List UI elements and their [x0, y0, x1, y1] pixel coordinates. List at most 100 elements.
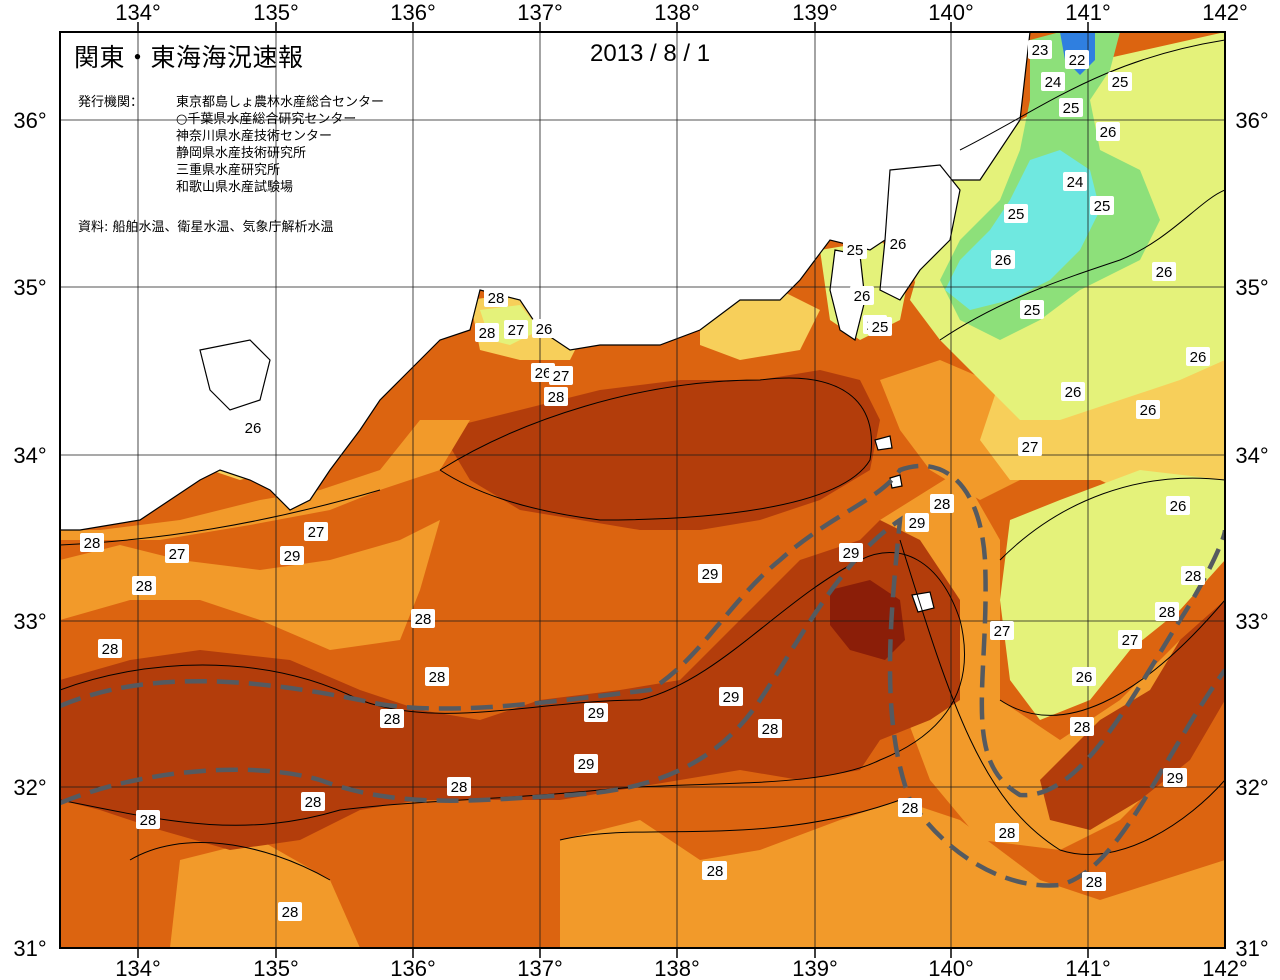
- longitude-tick-label: 135°: [253, 956, 299, 980]
- isotherm-label-background: [241, 418, 265, 437]
- land-kii-peninsula: [59, 31, 1031, 531]
- isotherm-label: 24: [1045, 74, 1062, 91]
- isotherm-label: 26: [1100, 124, 1117, 141]
- isotherm-label: 26: [1065, 384, 1082, 401]
- isotherm-label-background: [80, 533, 104, 552]
- isotherm-label-background: [425, 667, 449, 686]
- map-header: 関東・東海海況速報: [74, 38, 304, 74]
- isotherm-label-background: [1118, 630, 1142, 649]
- isotherm-label: 28: [84, 535, 101, 552]
- isotherm-label: 28: [1086, 874, 1103, 891]
- latitude-tick-label: 33°: [1235, 609, 1268, 634]
- isotherm-label: 26: [536, 321, 553, 338]
- isotherm-label-background: [1018, 437, 1042, 456]
- isotherm-label: 25: [1063, 100, 1080, 117]
- isotherm-label: 27: [169, 546, 186, 563]
- isotherm-label-background: [1063, 172, 1087, 191]
- kuroshio-axis: [60, 463, 1225, 888]
- isotherm-label-background: [584, 703, 608, 722]
- longitude-labels-top: 134° 135° 136° 137° 138° 139° 140° 141° 142°: [115, 0, 1248, 25]
- isotherm-label: 27: [1022, 439, 1039, 456]
- sst-zone-29-east: [1040, 600, 1225, 830]
- isotherm-label: 29: [909, 515, 926, 532]
- isotherm-labels: 2322242525262425252626252626252425262627…: [80, 40, 1210, 921]
- isotherm-label: 28: [707, 863, 724, 880]
- isotherm-label: 26: [890, 236, 907, 253]
- latitude-tick-label: 33°: [13, 609, 46, 634]
- land: [59, 31, 1031, 613]
- isotherm-label-background: [1186, 347, 1210, 366]
- isotherm-label-background: [1004, 204, 1028, 223]
- isotherm-label: 28: [999, 825, 1016, 842]
- isotherm-label-background: [758, 719, 782, 738]
- longitude-tick-label: 137°: [517, 0, 563, 25]
- isotherm-label-background: [504, 320, 528, 339]
- isotherm-label: 28: [136, 578, 153, 595]
- isotherm-label-background: [703, 861, 727, 880]
- isotherm-label-background: [905, 513, 929, 532]
- isotherm-label-background: [136, 810, 160, 829]
- map-title: 関東・東海海況速報: [74, 43, 304, 72]
- isotherm-contours: [60, 39, 1225, 881]
- issuer-item: 和歌山県水産試験場: [176, 180, 294, 195]
- issuer-item: ○千葉県水産総合研究センター: [176, 112, 357, 127]
- sst-zone-27-southwest: [170, 840, 360, 948]
- tick-marks: [137, 22, 1089, 958]
- graticule: [60, 32, 1225, 948]
- isotherm-label: 29: [588, 705, 605, 722]
- isotherm-label: 28: [762, 721, 779, 738]
- longitude-tick-label: 139°: [792, 956, 838, 980]
- isotherm-label: 26: [245, 420, 262, 437]
- land-boso-peninsula: [879, 164, 961, 301]
- isotherm-label: 26: [1156, 264, 1173, 281]
- isotherm-label-background: [1020, 300, 1044, 319]
- isotherm-label: 25: [847, 242, 864, 259]
- issuer-item: 神奈川県水産技術センター: [176, 129, 333, 144]
- isotherm-label-background: [280, 546, 304, 565]
- isotherm-label: 28: [488, 290, 505, 307]
- isotherm-label: 29: [1167, 770, 1184, 787]
- isotherm-label: 26: [535, 365, 552, 382]
- isotherm-label-background: [990, 621, 1014, 640]
- isotherm-label-background: [850, 286, 874, 305]
- isotherm-label: 28: [415, 611, 432, 628]
- isotherm-label-background: [719, 687, 743, 706]
- isotherm-label: 25: [1008, 206, 1025, 223]
- longitude-tick-label: 138°: [654, 956, 700, 980]
- latitude-tick-label: 31°: [13, 936, 46, 961]
- isotherm-label-background: [1041, 72, 1065, 91]
- isotherm-label-background: [484, 288, 508, 307]
- isotherm-label-background: [475, 323, 499, 342]
- isotherm-label-background: [132, 576, 156, 595]
- isotherm-label-background: [995, 823, 1019, 842]
- isotherm-label: 24: [1067, 174, 1084, 191]
- isotherm-label: 28: [1159, 604, 1176, 621]
- isotherm-label-background: [1061, 382, 1085, 401]
- isotherm-label-background: [98, 639, 122, 658]
- isotherm-label-background: [544, 387, 568, 406]
- isotherm-label-background: [532, 319, 556, 338]
- longitude-tick-label: 142°: [1202, 956, 1248, 980]
- isotherm-label-background: [843, 240, 867, 259]
- longitude-tick-label: 141°: [1065, 0, 1111, 25]
- isotherm-label: 26: [854, 288, 871, 305]
- data-source: 資料: 船舶水温、衛星水温、気象庁解析水温: [78, 220, 334, 235]
- isotherm-label-background: [304, 522, 328, 541]
- longitude-labels-bottom: 134° 135° 136° 137° 138° 139° 140° 141° 142°: [115, 956, 1248, 980]
- isotherm-label-background: [839, 543, 863, 562]
- isotherm-label: 28: [102, 641, 119, 658]
- isotherm-label: 28: [1185, 568, 1202, 585]
- isotherm-label: 26: [1190, 349, 1207, 366]
- isotherm-label-background: [1028, 40, 1052, 59]
- isotherm-label: 29: [702, 566, 719, 583]
- isotherm-label: 29: [284, 548, 301, 565]
- longitude-tick-label: 134°: [115, 956, 161, 980]
- sst-zone-29-north: [440, 370, 880, 530]
- isotherm-label-background: [1181, 566, 1205, 585]
- isotherm-label: 28: [479, 325, 496, 342]
- longitude-tick-label: 140°: [928, 0, 974, 25]
- isotherm-label-background: [165, 544, 189, 563]
- isotherm-label-background: [1166, 496, 1190, 515]
